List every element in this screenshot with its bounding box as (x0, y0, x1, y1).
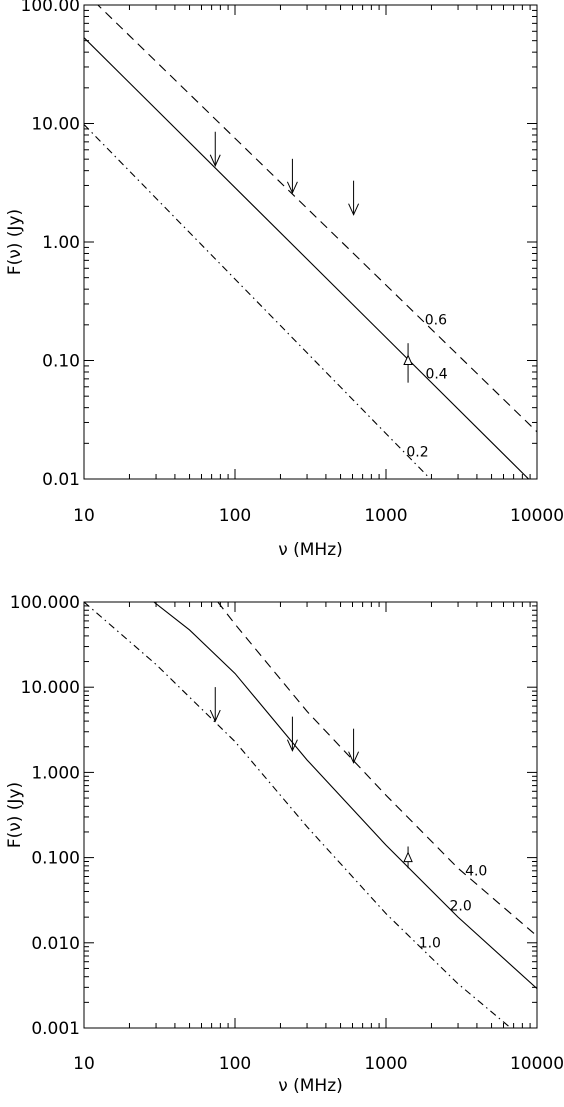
x-tick-label: 10 (73, 1054, 95, 1074)
detection-point (403, 846, 413, 869)
series-line-0.6 (97, 5, 537, 433)
series-line-2.0 (153, 602, 537, 990)
series-label-0.2: 0.2 (406, 445, 428, 461)
upper-limit-arrow (286, 716, 298, 752)
series-label-4.0: 4.0 (465, 864, 487, 880)
upper-limit-arrow (209, 131, 221, 167)
upper-limit-arrow (348, 180, 360, 216)
series-label-1.0: 1.0 (419, 935, 441, 951)
y-tick-label: 10.00 (31, 115, 80, 135)
plot-frame (83, 601, 538, 1029)
plot-frame (83, 4, 538, 480)
series-label-2.0: 2.0 (450, 899, 472, 915)
x-tick-label: 10000 (510, 1054, 564, 1074)
upper-limit-arrow (286, 158, 298, 195)
x-tick-label: 10000 (510, 506, 564, 526)
x-tick-label: 10 (73, 506, 95, 526)
y-tick-label: 0.100 (31, 849, 80, 869)
chart-2: 10 100 1000 10000 0.001 0.010 0.100 1.000 10.000… (5, 593, 564, 1096)
y-tick-label: 0.10 (42, 352, 80, 372)
series-line-1.0 (84, 602, 512, 1028)
upper-limit-arrow (209, 687, 221, 723)
series-label-0.4: 0.4 (425, 367, 447, 383)
y-tick-label: 10.000 (21, 678, 80, 698)
y-tick-label: 0.01 (42, 470, 80, 490)
x-tick-label: 1000 (364, 506, 407, 526)
triangle-marker (403, 851, 413, 863)
triangle-marker (403, 354, 413, 365)
chart-1: 10 100 1000 10000 0.01 0.10 1.00 10.00 100.00 ν (… (5, 0, 564, 560)
y-tick-label: 100.000 (10, 593, 80, 613)
x-tick-label: 100 (219, 506, 251, 526)
series-line-0.4 (84, 37, 530, 479)
x-axis-label: ν (MHz) (278, 1076, 343, 1096)
x-axis-label: ν (MHz) (278, 540, 343, 560)
y-axis-label: F(ν) (Jy) (5, 782, 25, 848)
x-tick-label: 1000 (364, 1054, 407, 1074)
upper-limit-arrow (348, 728, 360, 764)
series-label-0.6: 0.6 (425, 313, 447, 329)
series-line-4.0 (217, 602, 537, 937)
x-tick-label: 100 (219, 1054, 251, 1074)
detection-point (403, 343, 413, 383)
y-axis-label: F(ν) (Jy) (5, 209, 25, 275)
y-tick-label: 0.010 (31, 934, 80, 954)
y-tick-label: 1.00 (42, 233, 80, 253)
y-tick-label: 0.001 (31, 1019, 80, 1039)
y-tick-label: 1.000 (31, 763, 80, 783)
series-line-0.2 (84, 124, 432, 479)
y-tick-label: 100.00 (21, 0, 80, 16)
